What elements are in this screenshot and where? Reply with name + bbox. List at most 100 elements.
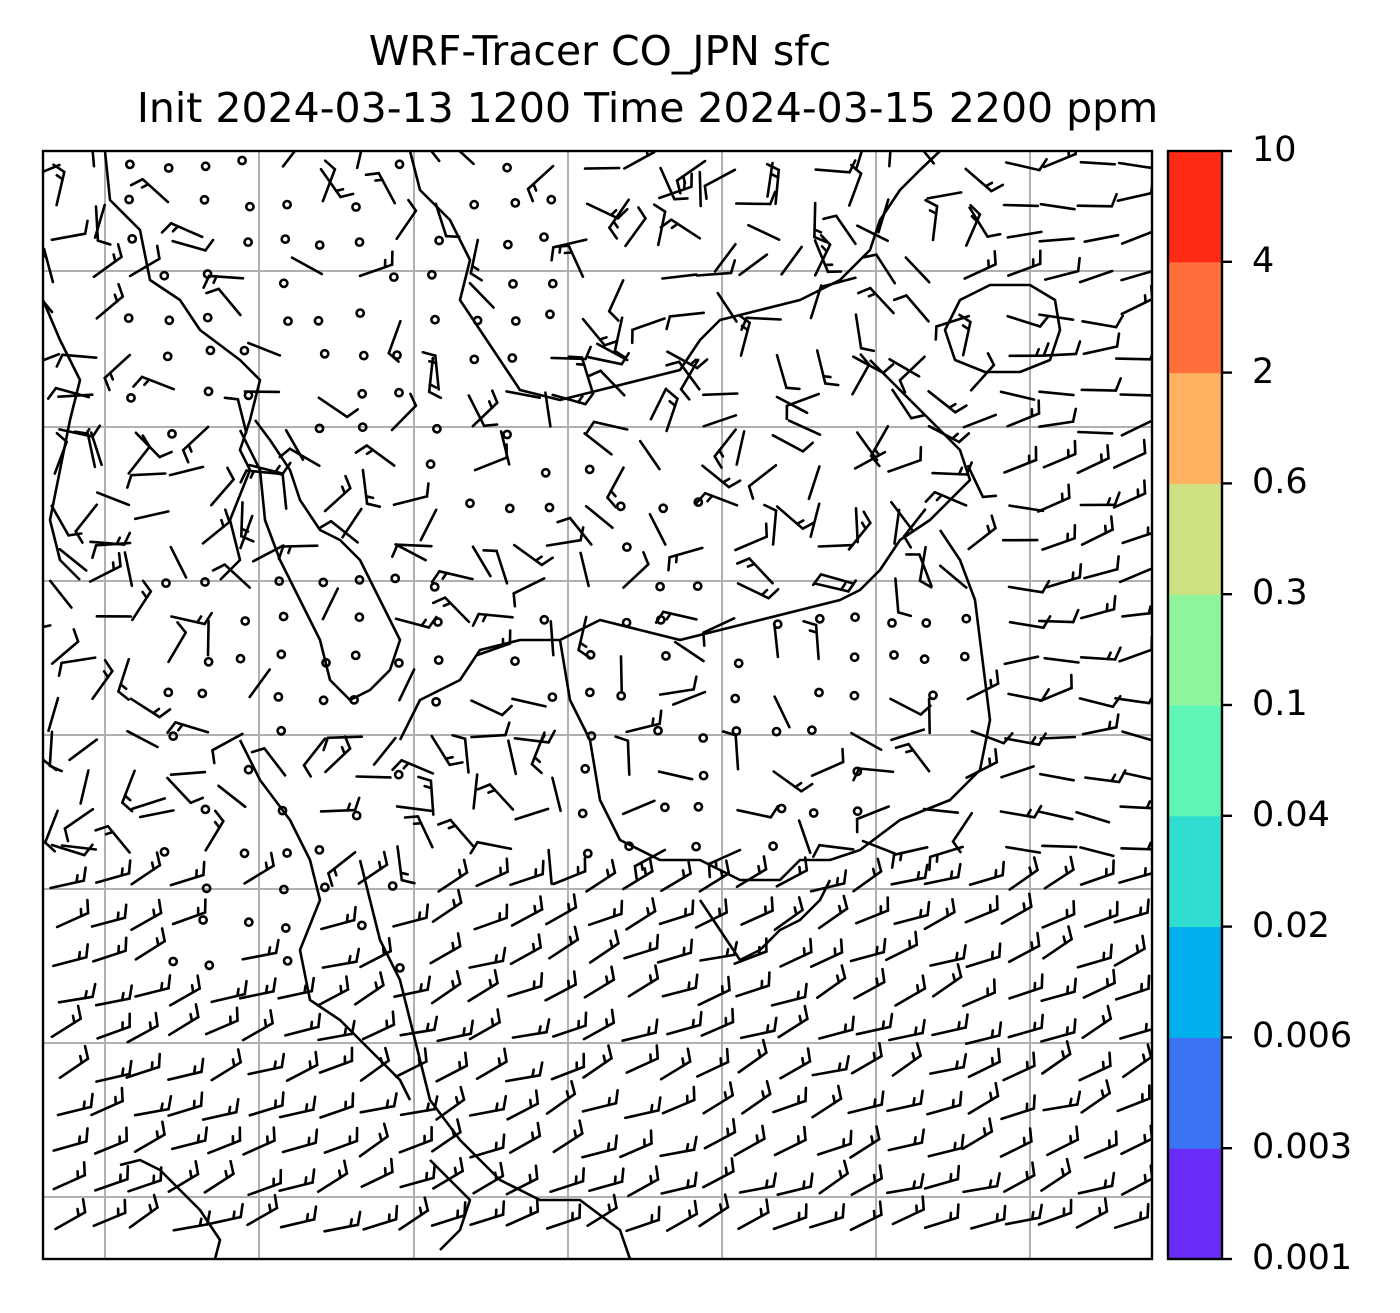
- wind-barb: [713, 428, 738, 469]
- wind-barb: [1084, 769, 1127, 784]
- calm-wind-circle: [161, 578, 171, 588]
- wind-barb: [50, 628, 80, 665]
- calm-wind-circle: [814, 687, 824, 698]
- plot-title-line1: WRF-Tracer CO_JPN sfc: [368, 27, 832, 75]
- wind-barb: [924, 490, 968, 507]
- wind-barb: [1000, 1094, 1036, 1121]
- wind-barb: [666, 350, 709, 370]
- wind-barb: [658, 899, 695, 926]
- calm-wind-circle: [123, 313, 134, 323]
- wind-barb: [429, 151, 441, 163]
- calm-wind-circle: [510, 316, 521, 326]
- calm-wind-circle: [202, 312, 213, 323]
- wind-barb: [95, 859, 132, 884]
- calm-wind-circle: [358, 350, 369, 361]
- calm-wind-circle: [730, 693, 741, 704]
- wind-barb: [281, 151, 297, 168]
- wind-barb: [1113, 898, 1150, 924]
- calm-wind-circle: [282, 956, 293, 966]
- wind-barb: [430, 569, 474, 584]
- wind-barb: [1042, 439, 1077, 469]
- wind-barb: [268, 470, 288, 510]
- wind-barb: [205, 287, 242, 317]
- wind-barb: [302, 737, 327, 778]
- wind-barb: [435, 1051, 469, 1083]
- wind-barb: [660, 859, 692, 893]
- wind-barb: [702, 1081, 735, 1115]
- calm-wind-circle: [393, 658, 404, 668]
- wind-barb: [206, 1202, 244, 1226]
- calm-wind-circle: [318, 695, 329, 706]
- wind-barb: [814, 159, 857, 174]
- wind-barb: [890, 863, 929, 886]
- wind-barb: [809, 502, 821, 539]
- wind-barb: [372, 736, 397, 766]
- wind-barb: [607, 279, 625, 322]
- calm-wind-circle: [425, 459, 436, 470]
- wind-barb: [818, 1015, 855, 1040]
- wind-barb: [850, 1042, 883, 1075]
- wind-barb: [121, 769, 136, 813]
- wind-barb: [665, 360, 701, 391]
- wind-barb: [79, 769, 90, 805]
- wind-barb: [1038, 237, 1075, 243]
- wind-barb: [430, 734, 464, 767]
- wind-barb: [1120, 284, 1152, 316]
- wind-barb: [891, 388, 926, 420]
- wind-barb: [701, 464, 742, 489]
- wind-barb: [888, 357, 921, 378]
- calm-wind-circle: [502, 239, 513, 250]
- wind-barb: [779, 1047, 812, 1080]
- wind-barb: [469, 238, 484, 282]
- wind-barb: [1008, 856, 1039, 891]
- wind-barb: [625, 1205, 661, 1233]
- wind-barb: [1113, 438, 1147, 469]
- wind-barb: [526, 164, 555, 203]
- wind-barb: [922, 807, 960, 815]
- wind-barb: [247, 1168, 283, 1197]
- wind-barb: [734, 190, 777, 206]
- wind-barb: [392, 482, 430, 507]
- calm-wind-circle: [585, 649, 596, 660]
- wind-barb: [545, 526, 585, 547]
- wind-barb: [317, 396, 360, 419]
- wind-barb: [771, 433, 815, 453]
- wind-barb: [893, 900, 931, 926]
- calm-wind-circle: [472, 315, 483, 326]
- wind-barb: [434, 202, 461, 239]
- colorbar-segment-7: [1168, 372, 1222, 484]
- wind-barb: [695, 259, 737, 277]
- wind-barb: [735, 557, 774, 585]
- wind-barb: [965, 747, 999, 780]
- wind-barb: [1003, 445, 1038, 474]
- wind-barb: [1036, 483, 1071, 513]
- wind-barb: [969, 352, 996, 392]
- calm-wind-circle: [469, 354, 480, 365]
- wind-barb: [1006, 314, 1050, 328]
- wind-barb: [552, 1119, 584, 1154]
- wind-barb: [849, 1125, 881, 1159]
- wind-barb: [1000, 892, 1033, 925]
- calm-wind-circle: [616, 691, 627, 701]
- wind-barb: [1081, 314, 1124, 329]
- wind-barb: [1040, 1018, 1077, 1043]
- calm-wind-circle: [733, 658, 744, 669]
- wind-barb: [1043, 855, 1075, 890]
- wind-barb: [126, 1011, 159, 1044]
- wind-barb: [130, 851, 162, 886]
- calm-wind-circle: [887, 618, 897, 628]
- wind-barb: [166, 721, 210, 735]
- calm-wind-circle: [585, 687, 595, 698]
- calm-wind-circle: [388, 272, 399, 282]
- calm-wind-circle: [393, 769, 404, 780]
- calm-wind-circle: [351, 202, 361, 212]
- wind-barb: [785, 392, 821, 421]
- wind-barb: [1120, 1124, 1152, 1156]
- wind-barb: [665, 1199, 699, 1232]
- wind-barb: [586, 1193, 618, 1227]
- wind-barb: [241, 1008, 274, 1042]
- wind-barb: [247, 341, 282, 357]
- wind-barb: [430, 969, 462, 1005]
- wind-barb: [469, 1133, 506, 1159]
